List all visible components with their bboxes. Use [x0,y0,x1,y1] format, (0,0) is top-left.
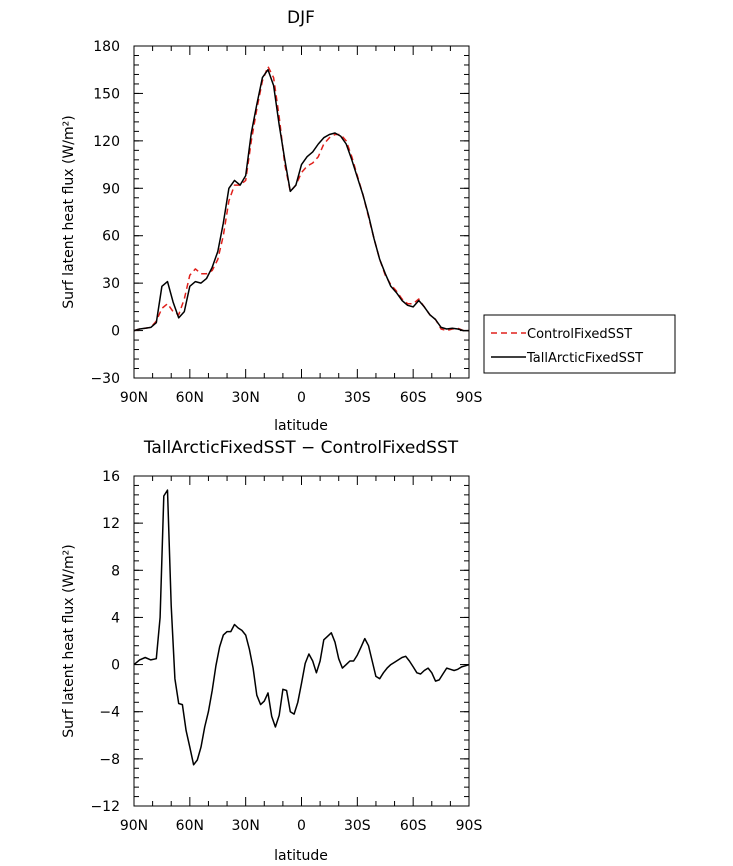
bottom-xtick-label: 90S [456,818,483,834]
bottom-panel: TallArcticFixedSST − ControlFixedSST 90N… [61,438,482,864]
top-panel-ylabel: Surf latent heat flux (W/m²) [61,115,77,308]
bottom-ytick-label: 4 [111,610,120,626]
top-panel-ticks: 90N 60N 30N 0 30S 60S 90S −30 0 30 60 90 120 150 180 [90,39,482,406]
bottom-ytick-label: −12 [90,799,120,815]
bottom-panel-ticks: 90N 60N 30N 0 30S 60S 90S −12 −8 −4 0 4 8 12 16 [90,469,482,834]
bottom-series-line-0 [133,489,470,766]
top-xtick-label: 60S [400,390,427,406]
top-ytick-label: 120 [93,134,120,150]
bottom-panel-plot [133,489,470,766]
top-panel-title: DJF [287,8,315,28]
bottom-panel-title: TallArcticFixedSST − ControlFixedSST [143,438,459,458]
legend-box [483,314,676,374]
top-panel: DJF 90N 60N 30N 0 30S 60S 90S −30 0 30 60 90 120 150 1… [61,8,676,434]
bottom-ytick-label: 16 [102,469,120,485]
bottom-panel-frame [133,475,470,807]
bottom-xtick-label: 0 [297,818,306,834]
top-xtick-label: 90S [456,390,483,406]
top-ytick-label: −30 [90,371,120,387]
top-panel-xlabel: latitude [274,418,328,434]
top-series-line-0 [133,65,469,332]
bottom-xtick-label: 90N [120,818,148,834]
legend: ControlFixedSST TallArcticFixedSST [483,314,676,374]
top-ytick-label: 0 [111,324,120,340]
bottom-panel-xlabel: latitude [274,848,328,864]
bottom-ytick-label: 12 [102,516,120,532]
top-ytick-label: 90 [102,181,120,197]
legend-label-control: ControlFixedSST [527,327,632,342]
top-xtick-label: 60N [176,390,204,406]
bottom-xtick-label: 30N [232,818,260,834]
top-ytick-label: 30 [102,276,120,292]
bottom-xtick-label: 60S [400,818,427,834]
top-xtick-label: 90N [120,390,148,406]
top-panel-frame [133,45,470,379]
top-xtick-label: 30S [344,390,371,406]
top-xtick-label: 30N [232,390,260,406]
bottom-xtick-label: 60N [176,818,204,834]
bottom-panel-ylabel: Surf latent heat flux (W/m²) [61,544,77,737]
top-ytick-label: 60 [102,229,120,245]
top-ytick-label: 150 [93,86,120,102]
legend-label-tallarctic: TallArcticFixedSST [526,351,643,366]
bottom-ytick-label: 8 [111,563,120,579]
top-ytick-label: 180 [93,39,120,55]
top-xtick-label: 0 [297,390,306,406]
bottom-xtick-label: 30S [344,818,371,834]
bottom-ytick-label: −4 [99,705,120,721]
top-panel-plot [133,65,469,332]
bottom-ytick-label: −8 [99,752,120,768]
bottom-ytick-label: 0 [111,658,120,674]
top-series-line-1 [133,68,469,332]
